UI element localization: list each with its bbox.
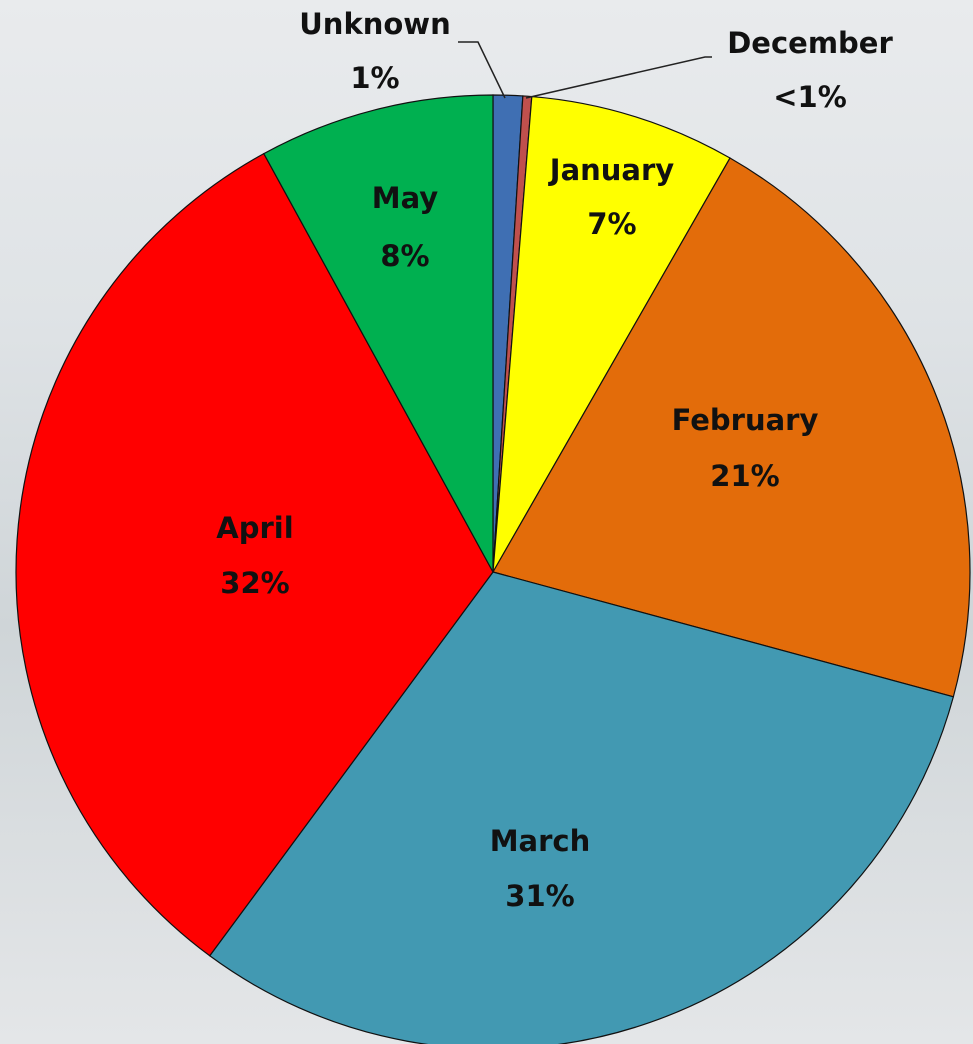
leader-line xyxy=(525,56,712,99)
slice-value-label: <1% xyxy=(773,80,847,114)
pie-slice xyxy=(492,157,971,698)
slice-value-label: 7% xyxy=(587,207,636,241)
slice-label: May xyxy=(372,181,439,215)
labels: Unknown 1% December <1% January 7% February 21%… xyxy=(216,7,893,913)
slice-label: December xyxy=(727,26,893,60)
slice-value-label: 32% xyxy=(220,566,289,600)
slice-value-label: 21% xyxy=(710,459,779,493)
pie-slice xyxy=(15,152,494,957)
slice-label: March xyxy=(490,824,591,858)
pie-slice xyxy=(263,94,494,573)
slice-label: Unknown xyxy=(299,7,451,41)
pie xyxy=(15,94,971,1044)
leader-line xyxy=(458,41,506,99)
pie-slice xyxy=(492,95,731,573)
slice-label: February xyxy=(672,403,819,437)
slice-label: April xyxy=(216,511,293,545)
slice-label: January xyxy=(548,153,675,187)
pie-slice xyxy=(208,571,955,1044)
slice-value-label: 8% xyxy=(380,239,429,273)
slice-value-label: 31% xyxy=(505,879,574,913)
slice-value-label: 1% xyxy=(350,61,399,95)
